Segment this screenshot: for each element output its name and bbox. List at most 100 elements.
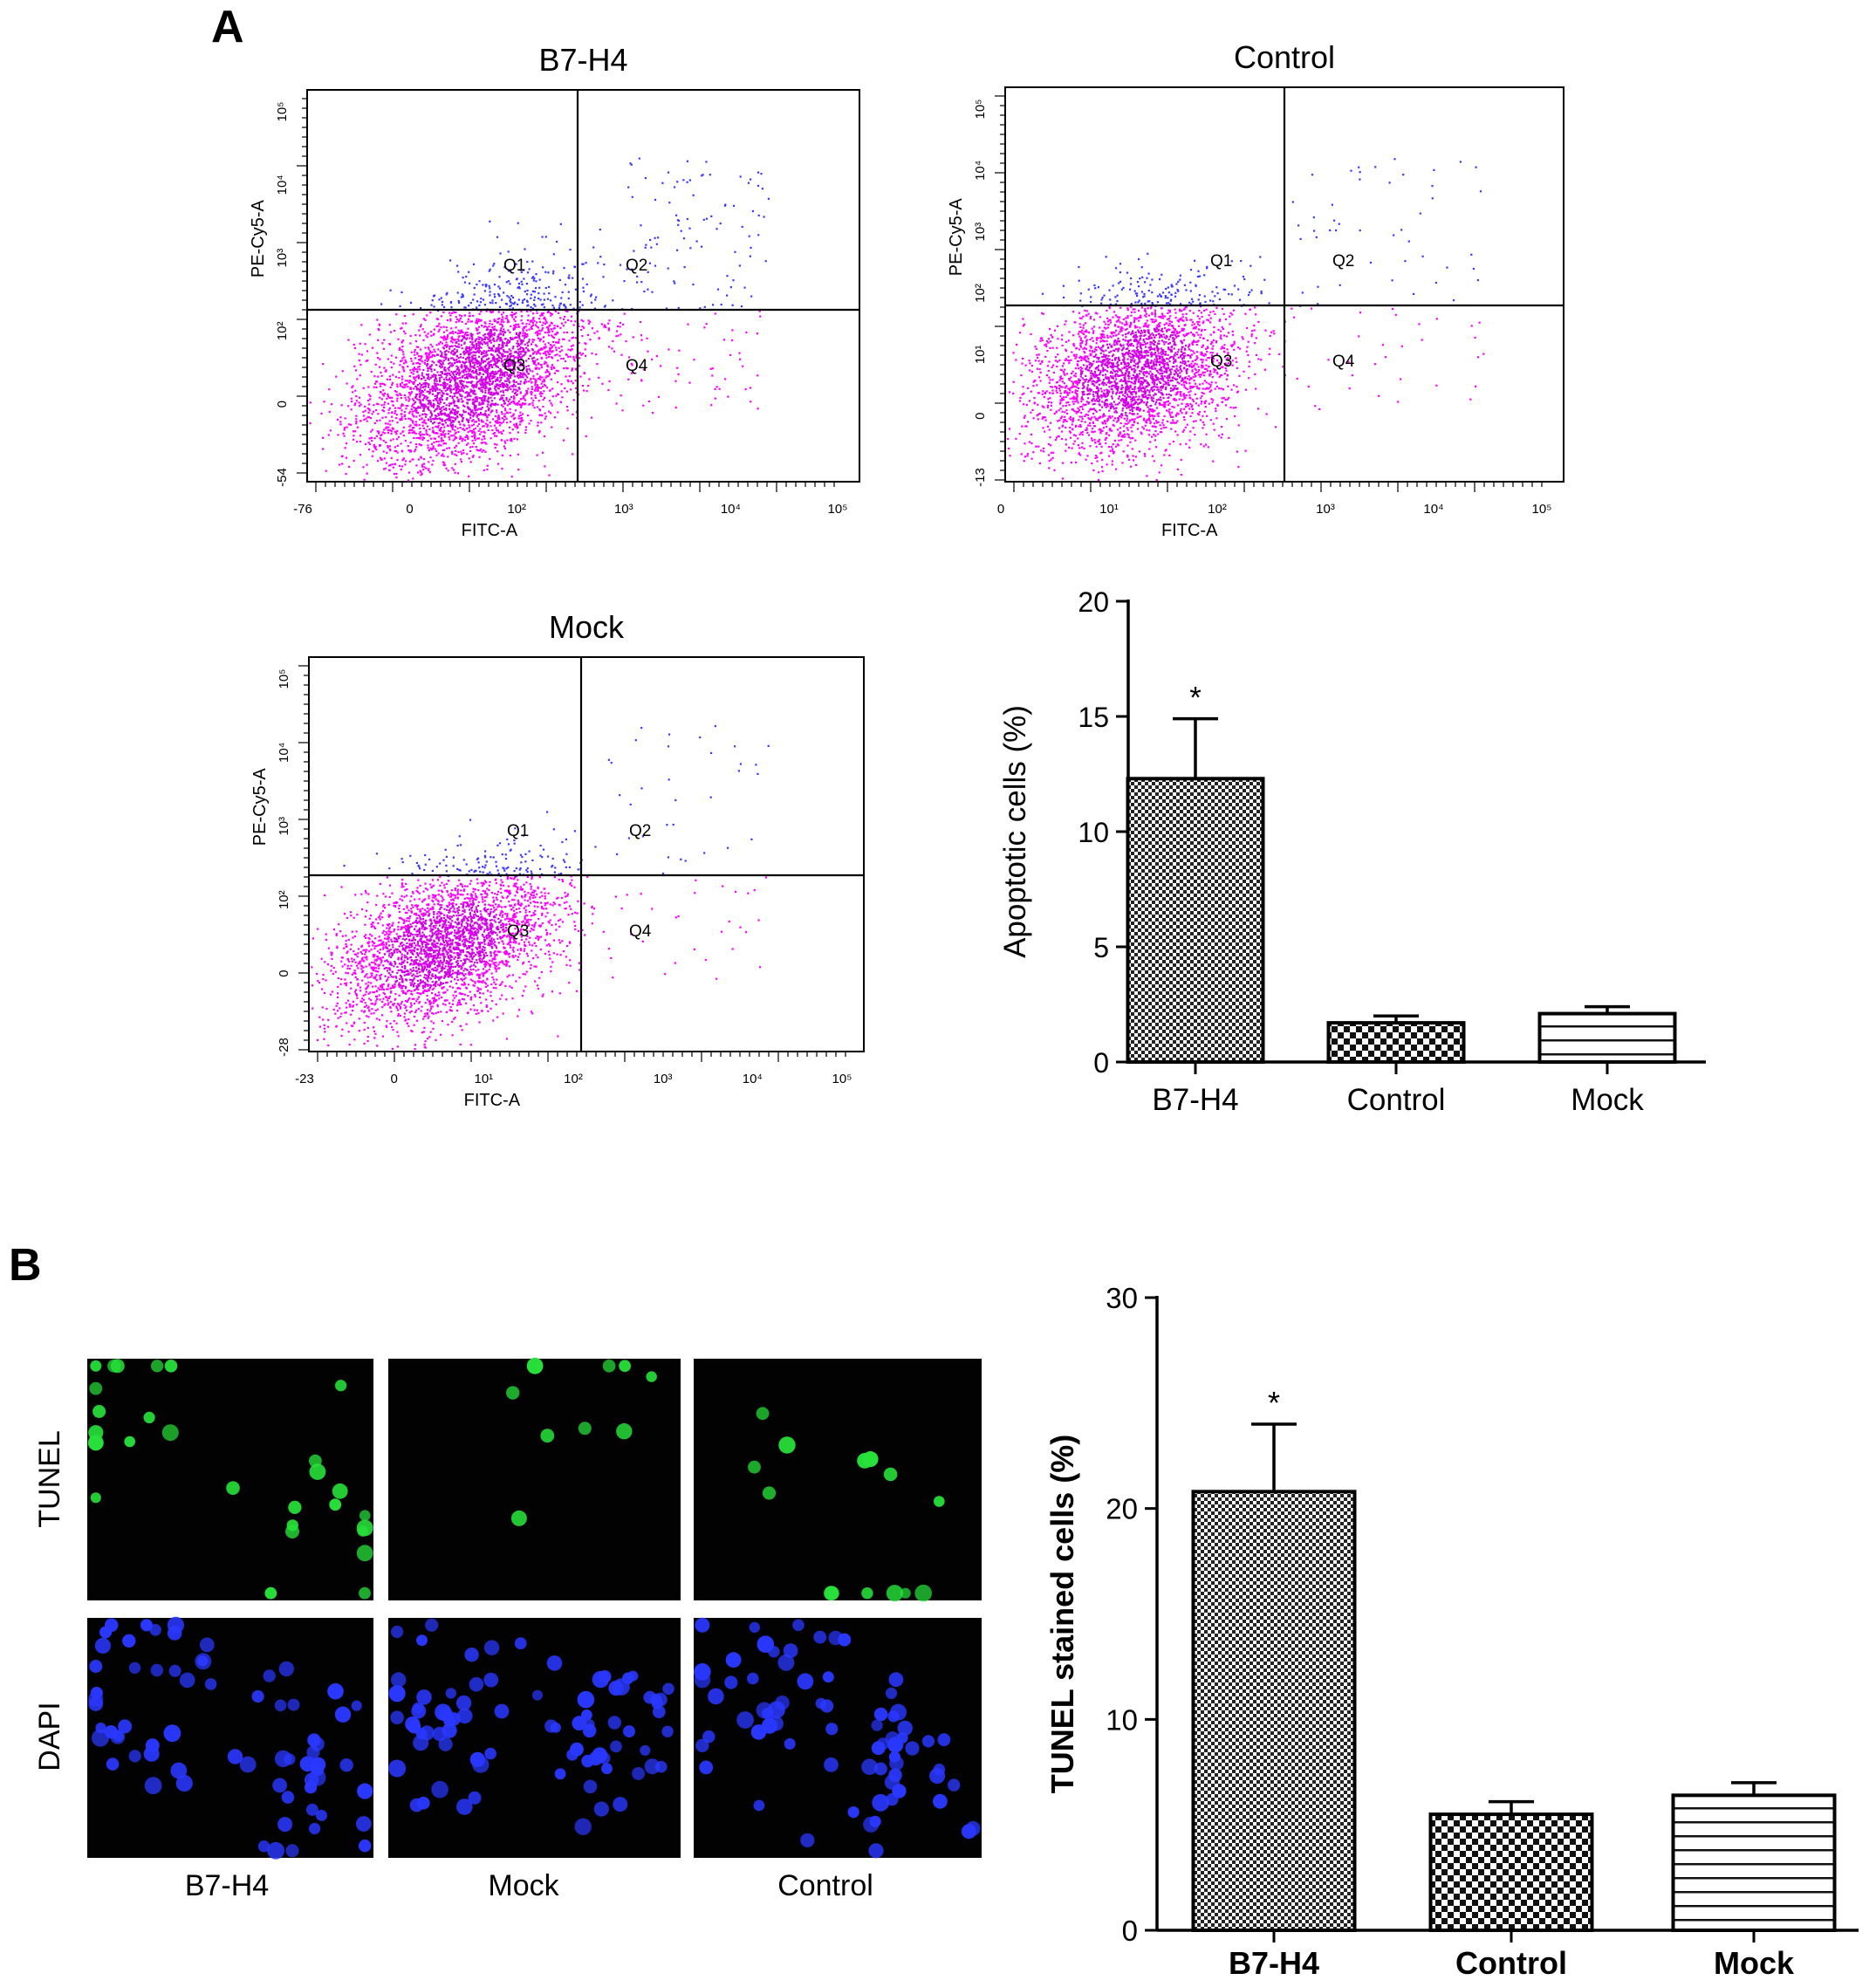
x-axis-label: FITC-A [462,521,518,540]
x-tick-label: 10⁵ [828,502,848,517]
x-tick-label: 10³ [614,502,633,517]
x-tick-label: 10² [564,1072,583,1086]
x-tick-label: 10³ [1316,502,1335,517]
y-tick-label: 10² [973,284,988,303]
flow-title: Control [1234,39,1335,75]
y-axis-label: PE-Cy5-A [249,200,268,278]
y-tick-label: 10⁵ [973,99,988,120]
y-axis: -13 0 10¹ 10² 10³ 10⁴ 10⁵ PE-Cy5-A [947,95,1005,487]
panel-label-b: B [9,1240,42,1291]
x-tick-label: 10³ [654,1072,673,1086]
x-tick-label: 10⁵ [832,1072,852,1086]
x-tick-label: 0 [390,1072,397,1086]
y-tick-label: 10² [275,322,290,341]
y-tick-label: 0 [1093,1047,1109,1079]
tunel-image-0 [87,1359,373,1600]
bar [1126,777,1265,1065]
x-axis-label: FITC-A [464,1091,521,1110]
quadrant-label: Q1 [503,257,525,275]
x-tick-label: 10⁴ [721,502,741,517]
tunel-image-1 [388,1357,681,1600]
x-axis-label: FITC-A [1161,521,1218,540]
x-axis: -76 0 10² 10³ 10⁴ 10⁵ FITC-A [293,482,847,540]
y-tick-label: 0 [275,401,290,408]
y-axis: -28 0 10² 10³ 10⁴ 10⁵ PE-Cy5-A [250,665,309,1057]
bar [1671,1793,1837,1932]
y-axis: -54 0 10² 10³ 10⁴ 10⁵ PE-Cy5-A [249,98,307,487]
y-tick-label: 30 [1106,1282,1138,1314]
y-tick-label: 10⁴ [973,161,988,181]
quadrant-label: Q3 [1210,353,1232,371]
x-tick-label: 10¹ [1099,502,1119,517]
y-tick-label: 10³ [277,817,291,836]
quadrant-label: Q2 [1332,252,1354,271]
x-tick-label: 10¹ [474,1072,493,1086]
x-tick-label: 0 [406,502,413,517]
y-tick-label: -13 [973,468,988,487]
y-tick-label: 10⁴ [275,175,290,195]
x-tick-label: 10² [1208,502,1227,517]
dapi-image-2 [694,1617,982,1859]
flow-events [309,157,770,482]
x-axis: -23 0 10¹ 10² 10³ 10⁴ 10⁵ FITC-A [295,1052,852,1110]
y-tick-label: 20 [1078,586,1109,618]
flow-plot-control: Control Q1 Q2 Q3 Q4 0 10¹ 10² 10³ 10⁴ 10⁵ FITC-A -13… [947,39,1564,540]
microscopy-grid: TUNEL DAPI B7-H4 Mock Control [33,1357,982,1902]
x-axis: 0 10¹ 10² 10³ 10⁴ 10⁵ FITC-A [997,482,1552,540]
quadrant-label: Q4 [1332,353,1355,371]
y-tick-label: -54 [275,468,290,487]
significance-marker: * [1268,1385,1280,1421]
y-tick-label: -28 [277,1038,291,1057]
x-tick-label: 10⁴ [1423,502,1443,517]
microscopy-row-label: TUNEL [33,1430,66,1527]
bar [1326,1021,1466,1064]
flow-events [1007,158,1485,482]
flow-plot-b7h4: B7-H4 Q1 Q2 Q3 Q4 -76 0 10² 10³ 10⁴ 10⁵ FITC-A -54 0 1… [249,42,860,540]
quadrant-label: Q1 [507,822,529,840]
panel-label-a: A [211,2,244,52]
quadrant-label: Q4 [626,357,648,375]
x-tick-label: -76 [293,502,312,517]
dapi-image-1 [388,1618,681,1858]
y-axis-label: PE-Cy5-A [947,198,966,277]
flow-title: B7-H4 [538,42,627,78]
dapi-image-0 [87,1616,373,1860]
bar [1428,1812,1594,1932]
quadrant-label: Q3 [503,357,525,375]
flow-frame [306,89,860,483]
microscopy-col-label: Control [777,1869,873,1902]
microscopy-row-label: DAPI [33,1702,66,1771]
y-tick-label: 10³ [275,249,290,268]
x-tick-label: Control [1455,1945,1567,1981]
x-tick-label: Control [1347,1083,1446,1117]
y-tick-label: 0 [1122,1915,1138,1947]
y-tick-label: 10⁴ [277,743,291,763]
y-tick-label: 10 [1106,1703,1138,1736]
y-tick-label: 10¹ [973,345,988,364]
significance-marker: * [1189,682,1202,716]
y-tick-label: 15 [1078,702,1109,733]
x-tick-label: 10⁴ [743,1072,763,1086]
bar [1191,1490,1357,1933]
y-axis-label: PE-Cy5-A [250,768,270,846]
y-tick-label: 10 [1078,817,1109,848]
x-tick-label: B7-H4 [1229,1945,1319,1981]
quadrant-label: Q1 [1210,252,1232,271]
y-tick-label: 10⁵ [275,102,290,122]
y-tick-label: 10² [277,890,291,909]
bar [1537,1011,1677,1065]
quadrant-label: Q2 [626,257,647,275]
flow-frame [308,656,865,1052]
y-tick-label: 10³ [973,223,988,242]
flow-title: Mock [549,609,625,645]
y-axis-label: TUNEL stained cells (%) [1044,1435,1080,1793]
x-tick-label: 10² [507,502,526,517]
tunel-image-2 [694,1359,982,1602]
y-tick-label: 10⁵ [277,669,291,689]
x-tick-label: 10⁵ [1532,502,1552,517]
y-tick-label: 0 [973,412,988,419]
flow-events [311,725,770,1051]
microscopy-col-label: Mock [488,1869,559,1902]
y-tick-label: 5 [1093,932,1109,963]
